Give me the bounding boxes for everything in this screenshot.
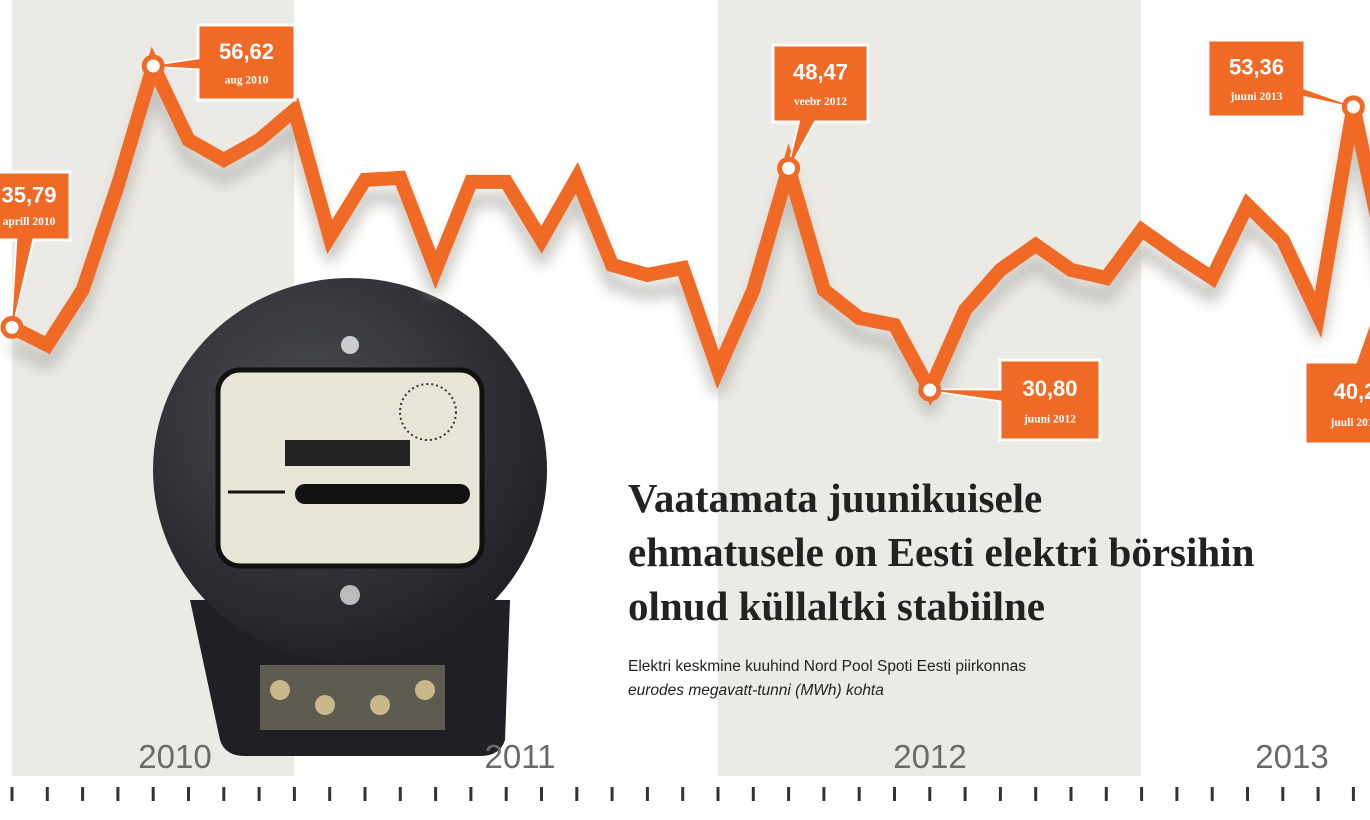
point-marker <box>0 315 24 339</box>
annotation-pointer <box>788 74 830 169</box>
plot-area: 35,79 aprill 2010 56,62 aug 2010 48,47 veebr … <box>0 23 1370 446</box>
date-label: aug 2010 <box>225 75 269 87</box>
point-marker <box>918 378 942 402</box>
date-label: juuni 2012 <box>1023 413 1076 425</box>
date-label: juuli 2013 <box>1330 417 1370 429</box>
chart-title-line: Vaatamata juunikuisele <box>628 475 1042 521</box>
year-label: 2012 <box>893 738 966 775</box>
annotation-pointer <box>1247 69 1354 107</box>
value-annotation: 35,79 aprill 2010 <box>0 170 72 339</box>
chart-title-line: ehmatusele on Eesti elektri börsihin <box>628 529 1255 575</box>
point-marker <box>777 156 801 180</box>
value-label: 53,36 <box>1229 55 1284 80</box>
value-label: 56,62 <box>219 39 274 64</box>
annotation-pointer <box>929 390 1059 409</box>
chart-title-line: olnud küllaltki stabiilne <box>628 583 1045 629</box>
value-annotation: 40,2 juuli 2013 <box>1303 319 1370 446</box>
unit-note: eurodes megavatt-tunni (MWh) kohta <box>628 682 884 699</box>
value-label: 40,2 <box>1334 379 1370 404</box>
point-marker <box>1341 95 1365 119</box>
year-label: 2010 <box>138 738 211 775</box>
price-line <box>8 46 1370 406</box>
annotation-pointer <box>12 197 38 328</box>
meter-illustration <box>153 278 547 756</box>
value-label: 35,79 <box>1 183 56 208</box>
date-label: aprill 2010 <box>3 216 56 228</box>
date-label: juuni 2013 <box>1229 91 1282 103</box>
point-marker <box>141 54 165 78</box>
year-label: 2011 <box>485 738 556 775</box>
value-annotation: 48,47 veebr 2012 <box>771 43 870 180</box>
year-label: 2013 <box>1255 738 1328 775</box>
chart-subtitle: Elektri keskmine kuuhind Nord Pool Spoti… <box>628 658 1026 675</box>
value-annotation: 30,80 juuni 2012 <box>918 358 1102 442</box>
value-label: 30,80 <box>1022 376 1077 401</box>
value-label: 48,47 <box>793 60 848 85</box>
annotation-pointer <box>1346 325 1370 412</box>
value-annotation: 56,62 aug 2010 <box>141 23 297 102</box>
annotation-pointer <box>153 53 256 72</box>
value-annotation: 53,36 juuni 2013 <box>1206 38 1365 119</box>
date-label: veebr 2012 <box>794 96 847 108</box>
